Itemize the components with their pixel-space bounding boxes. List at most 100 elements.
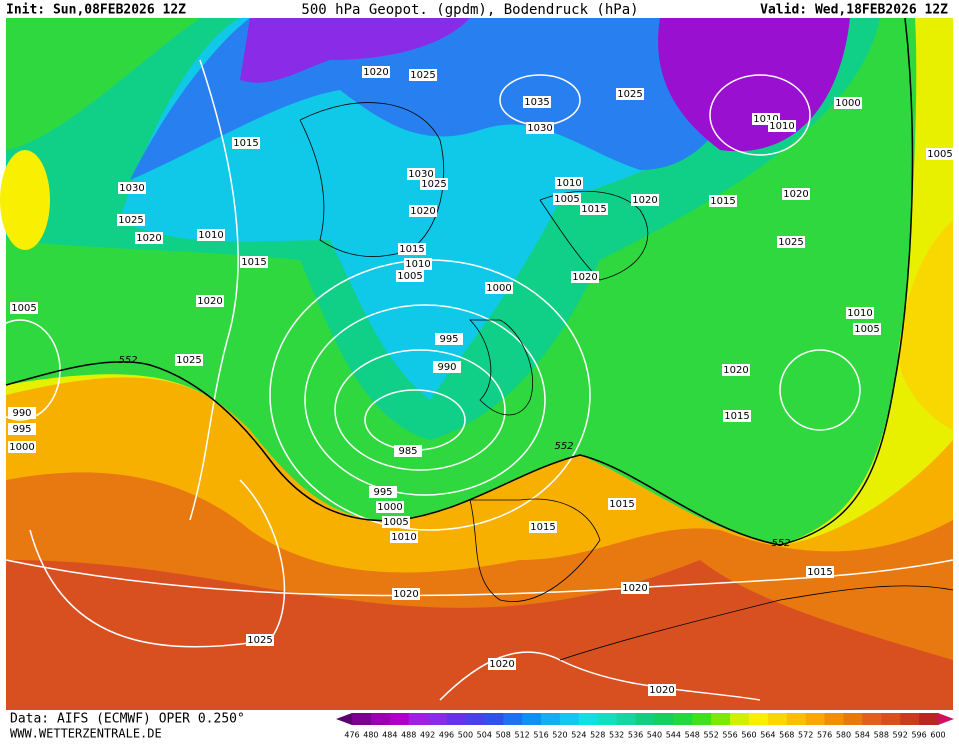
isobar (5, 559, 954, 597)
colorbar-segment (673, 713, 693, 725)
colorbar-tick-label: 540 (647, 731, 662, 740)
isobar-label: 1015 (399, 244, 424, 255)
coastline (539, 190, 649, 281)
colorbar: 476 480 484 488 492 496 500 504 508 512 516 520 524 5… (336, 713, 954, 740)
colorbar-tick-label: 532 (609, 731, 624, 740)
isobar-label: 1010 (847, 308, 872, 319)
colorbar-tick-label: 484 (382, 731, 397, 740)
isobar-label-box (926, 148, 954, 160)
isobar-label-box (409, 205, 437, 217)
contour-552-label: 552 (118, 355, 137, 366)
isobar-label: 1020 (136, 233, 161, 244)
contour-552-label: 552 (554, 441, 573, 452)
isobar-label: 1015 (710, 196, 735, 207)
colorbar-segment (786, 713, 807, 725)
colorbar-segment (484, 713, 504, 725)
colorbar-segment (862, 713, 882, 725)
isobar-label: 1000 (486, 283, 511, 294)
colorbar-segment (654, 713, 674, 725)
isobar-label-box (435, 333, 463, 345)
colorbar-tick-label: 596 (911, 731, 926, 740)
isobar-label: 1015 (807, 567, 832, 578)
contour-552-label: 552 (771, 538, 790, 549)
isobar-label: 1010 (198, 230, 223, 241)
colorbar-segment (503, 713, 523, 725)
colorbar-segment (465, 713, 485, 725)
isobar (29, 479, 286, 648)
colorbar-segment (805, 713, 826, 725)
isobar-label: 1010 (769, 121, 794, 132)
isobar-label: 1020 (783, 189, 808, 200)
isobar-label-box (10, 302, 38, 314)
isobar-label: 990 (12, 408, 31, 419)
colorbar-tick-label: 512 (514, 731, 529, 740)
colorbar-tick-label: 584 (855, 731, 870, 740)
isobar-label-box (723, 410, 751, 422)
isobar-label: 1015 (609, 499, 634, 510)
isobar-label: 1010 (556, 178, 581, 189)
isobar-label-box (555, 177, 583, 189)
isobar (709, 74, 811, 156)
isobar-label: 1005 (383, 517, 408, 528)
field-purple-east (658, 18, 850, 152)
isobar-label-box (392, 588, 420, 600)
isobar-label-box (488, 658, 516, 670)
isobar-label: 1020 (489, 659, 514, 670)
field-yellow-nw (0, 150, 50, 250)
isobar-label: 1025 (176, 355, 201, 366)
isobar-label-box (846, 307, 874, 319)
map-title: 500 hPa Geopot. (gpdm), Bodendruck (hPa) (301, 2, 638, 18)
colorbar-segment (352, 713, 372, 725)
field-purple-west (240, 18, 470, 83)
colorbar-tick-label: 516 (533, 731, 548, 740)
colorbar-segment (730, 713, 750, 725)
isobar-label-box (782, 188, 810, 200)
colorbar-tick-label: 548 (685, 731, 700, 740)
isobar-label-box (246, 634, 274, 646)
colorbar-tick-label: 500 (458, 731, 473, 740)
isobar-label-box (722, 364, 750, 376)
isobar-label: 1010 (405, 259, 430, 270)
colorbar-tick-label: 576 (817, 731, 832, 740)
isobar-label-box (407, 168, 435, 180)
colorbar-tick-label: 492 (420, 731, 435, 740)
isobar-label-box (553, 193, 581, 205)
colorbar-segment (616, 713, 637, 725)
isobar-label-box (390, 531, 418, 543)
isobar-label-box (806, 566, 834, 578)
isobar-label: 1025 (410, 70, 435, 81)
colorbar-tick-label: 560 (741, 731, 756, 740)
isobar-label: 1020 (410, 206, 435, 217)
isobar-label: 1005 (397, 271, 422, 282)
colorbar-arrow-high (938, 713, 954, 725)
website: WWW.WETTERZENTRALE.DE (10, 727, 162, 741)
isobar-label-box (485, 282, 513, 294)
isobar-label-box (616, 88, 644, 100)
colorbar-tick-label: 556 (722, 731, 737, 740)
isobar-label: 1005 (11, 303, 36, 314)
isobar-label-box (420, 178, 448, 190)
isobar-label: 1025 (778, 237, 803, 248)
isobar-label-box (232, 137, 260, 149)
colorbar-segment (767, 713, 788, 725)
colorbar-tick-label: 568 (779, 731, 794, 740)
colorbar-segment (635, 713, 655, 725)
colorbar-tick-label: 580 (836, 731, 851, 740)
isobar-label: 1025 (617, 89, 642, 100)
colorbar-segment (541, 713, 561, 725)
isobar-label: 1015 (724, 411, 749, 422)
isobar-label-box (382, 516, 410, 528)
colorbar-tick-label: 552 (704, 731, 719, 740)
isobar-label: 1020 (363, 67, 388, 78)
colorbar-tick-label: 564 (760, 731, 775, 740)
isobar-label: 1015 (241, 257, 266, 268)
colorbar-tick-label: 508 (496, 731, 511, 740)
isobar-label-box (117, 214, 145, 226)
isobar-label: 1020 (572, 272, 597, 283)
isobar-label-box (118, 182, 146, 194)
isobar-label-box (621, 582, 649, 594)
isobar-label-box (398, 243, 426, 255)
isobar-label: 1005 (554, 194, 579, 205)
isobar-label-box (571, 271, 599, 283)
